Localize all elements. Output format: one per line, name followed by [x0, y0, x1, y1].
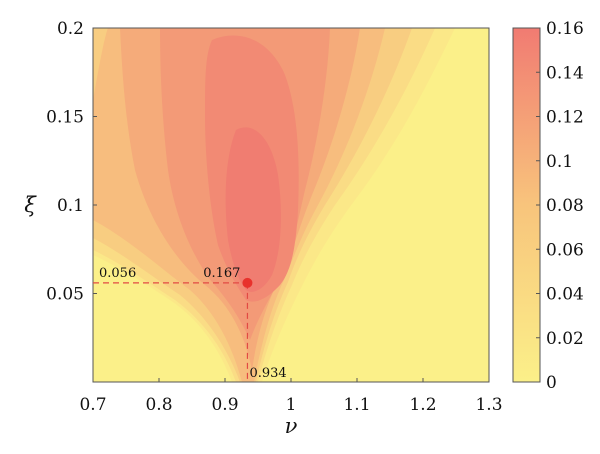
annotation-x-value: 0.934	[249, 366, 286, 381]
colorbar: 0 0.02 0.04 0.06 0.08 0.1 0.12 0.14 0.16	[512, 19, 584, 393]
y-axis-ticks: 0.05 0.1 0.15 0.2	[46, 19, 97, 305]
y-axis-label: ξ	[24, 193, 37, 217]
x-tick-label: 0.7	[79, 395, 106, 415]
x-axis-label: ν	[285, 414, 298, 438]
y-tick-label: 0.1	[57, 196, 84, 216]
colorbar-tick-label: 0.08	[546, 196, 584, 216]
x-tick-label: 0.9	[211, 395, 238, 415]
colorbar-ticks: 0 0.02 0.04 0.06 0.08 0.1 0.12 0.14 0.16	[536, 19, 584, 393]
x-tick-label: 1	[286, 395, 297, 415]
y-tick-label: 0.05	[46, 285, 84, 305]
colorbar-tick-label: 0.06	[546, 240, 584, 260]
colorbar-tick-label: 0.04	[546, 285, 584, 305]
y-tick-label: 0.15	[46, 108, 84, 128]
contour-level-8	[225, 127, 281, 292]
colorbar-tick-label: 0	[546, 373, 557, 393]
contour-layers	[93, 28, 455, 382]
colorbar-tick-label: 0.16	[546, 19, 584, 39]
y-tick-label: 0.2	[57, 19, 84, 39]
plot-area: 0.056 0.167 0.934	[92, 27, 490, 383]
peak-marker	[242, 277, 253, 288]
colorbar-tick-label: 0.12	[546, 108, 584, 128]
colorbar-tick-label: 0.02	[546, 329, 584, 349]
x-tick-label: 1.2	[409, 395, 436, 415]
colorbar-tick-label: 0.1	[546, 152, 573, 172]
x-tick-label: 1.3	[475, 395, 502, 415]
colorbar-tick-label: 0.14	[546, 63, 584, 83]
annotation-y-value: 0.056	[99, 266, 136, 281]
annotation-peak-value: 0.167	[203, 266, 240, 281]
x-axis-ticks: 0.7 0.8 0.9 1 1.1 1.2 1.3	[79, 378, 503, 415]
x-tick-label: 1.1	[343, 395, 370, 415]
colorbar-gradient	[512, 27, 541, 383]
x-tick-label: 0.8	[145, 395, 172, 415]
